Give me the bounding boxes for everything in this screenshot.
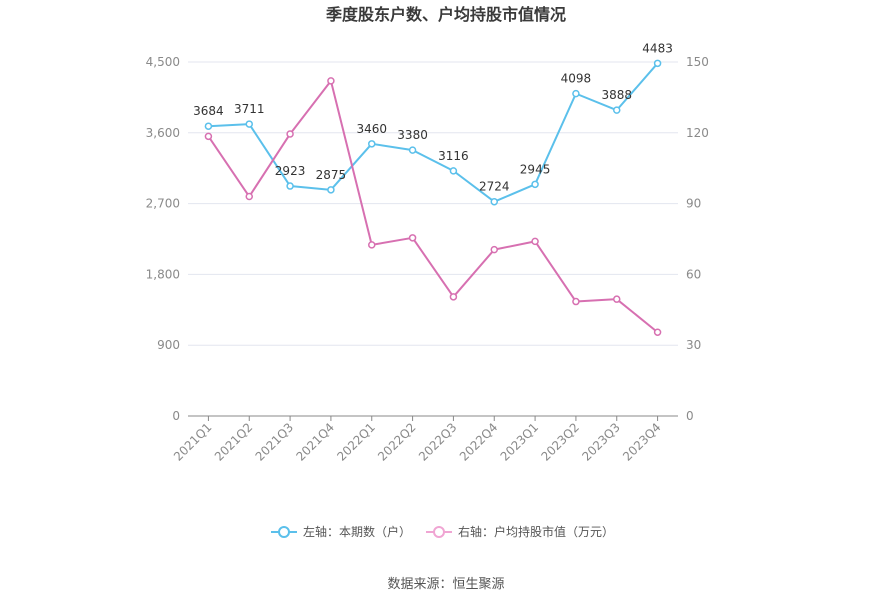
series-line-right bbox=[207, 79, 659, 333]
data-label: 3116 bbox=[438, 149, 469, 163]
data-label: 3711 bbox=[234, 102, 265, 116]
series-point-right[interactable] bbox=[286, 130, 294, 138]
x-axis-tick-label: 2021Q2 bbox=[212, 420, 256, 464]
series-point-left[interactable] bbox=[245, 120, 253, 128]
data-label: 4483 bbox=[642, 41, 673, 55]
series-point-left[interactable] bbox=[408, 146, 417, 154]
data-label: 2724 bbox=[479, 180, 510, 194]
series-point-right[interactable] bbox=[368, 241, 376, 249]
data-label: 3888 bbox=[601, 88, 632, 102]
legend-label-right-series: 右轴：户均持股市值（万元） bbox=[458, 524, 614, 539]
left-axis-tick-label: 0 bbox=[172, 409, 180, 423]
series-line-left bbox=[208, 62, 659, 203]
series-point-right[interactable] bbox=[327, 77, 335, 85]
data-label: 2923 bbox=[275, 164, 306, 178]
right-axis-tick-label: 90 bbox=[686, 197, 701, 211]
data-label: 3460 bbox=[356, 122, 387, 136]
data-label: 3380 bbox=[397, 128, 428, 142]
series-point-left[interactable] bbox=[327, 186, 335, 194]
legend: 左轴：本期数（户） 右轴：户均持股市值（万元） bbox=[271, 524, 614, 539]
legend-item-right-series[interactable]: 右轴：户均持股市值（万元） bbox=[426, 524, 614, 539]
right-axis-tick-label: 60 bbox=[686, 267, 701, 281]
legend-marker-right-series bbox=[433, 526, 445, 538]
data-label: 2875 bbox=[316, 168, 347, 182]
x-axis-tick-label: 2022Q2 bbox=[375, 420, 419, 464]
right-axis-tick-label: 120 bbox=[686, 126, 709, 140]
series-point-right[interactable] bbox=[204, 132, 213, 141]
legend-marker-left-series bbox=[278, 526, 290, 538]
x-axis-tick-label: 2021Q4 bbox=[293, 420, 337, 464]
x-axis-tick-label: 2021Q3 bbox=[253, 420, 297, 464]
x-axis-tick-label: 2023Q4 bbox=[620, 420, 664, 464]
series-point-right[interactable] bbox=[449, 293, 458, 301]
grid-lines bbox=[188, 61, 678, 346]
series-point-left[interactable] bbox=[490, 197, 498, 206]
data-label: 3684 bbox=[193, 104, 224, 118]
series-point-right[interactable] bbox=[245, 192, 253, 201]
left-axis-tick-label: 4,500 bbox=[146, 55, 180, 69]
left-axis-tick-label: 1,800 bbox=[146, 267, 180, 281]
x-axis-tick-label: 2023Q1 bbox=[498, 420, 542, 464]
series-point-right[interactable] bbox=[613, 295, 621, 303]
series-point-right[interactable] bbox=[490, 245, 498, 254]
series-point-left[interactable] bbox=[286, 182, 294, 190]
x-axis-tick-label: 2023Q3 bbox=[579, 420, 623, 464]
right-axis-tick-label: 30 bbox=[686, 338, 701, 352]
series-layer bbox=[204, 59, 662, 336]
data-label: 4098 bbox=[561, 72, 592, 86]
series-point-left[interactable] bbox=[613, 106, 621, 114]
legend-item-left-series[interactable]: 左轴：本期数（户） bbox=[271, 524, 411, 539]
right-axis-tick-label: 150 bbox=[686, 55, 709, 69]
series-point-left[interactable] bbox=[449, 167, 458, 175]
legend-label-left-series: 左轴：本期数（户） bbox=[303, 524, 411, 539]
left-axis-tick-label: 900 bbox=[157, 338, 180, 352]
x-axis-tick-label: 2023Q2 bbox=[538, 420, 582, 464]
data-labels: 3684 3711 2923 2875 3460 3380 3116 2724 2945 4098… bbox=[193, 41, 673, 193]
source-note: 数据来源：恒生聚源 bbox=[387, 577, 504, 592]
x-axis-tick-label: 2022Q4 bbox=[457, 420, 501, 464]
series-point-right[interactable] bbox=[531, 237, 539, 246]
right-axis-tick-label: 0 bbox=[686, 409, 694, 423]
left-axis-tick-label: 3,600 bbox=[146, 126, 180, 140]
data-label: 2945 bbox=[520, 162, 551, 176]
x-axis-tick-label: 2022Q1 bbox=[334, 420, 378, 464]
series-point-right[interactable] bbox=[653, 328, 662, 336]
series-point-left[interactable] bbox=[204, 122, 213, 130]
series-point-left[interactable] bbox=[368, 140, 376, 148]
series-point-left[interactable] bbox=[572, 89, 580, 98]
left-axis-tick-label: 2,700 bbox=[146, 197, 180, 211]
chart-title: 季度股东户数、户均持股市值情况 bbox=[325, 5, 566, 24]
series-point-left[interactable] bbox=[531, 180, 539, 189]
x-axis-tick-label: 2022Q3 bbox=[416, 420, 460, 464]
series-point-right[interactable] bbox=[572, 297, 580, 306]
x-axis-tick-label: 2021Q1 bbox=[171, 420, 215, 464]
series-point-right[interactable] bbox=[408, 234, 417, 242]
series-point-left[interactable] bbox=[653, 59, 662, 68]
